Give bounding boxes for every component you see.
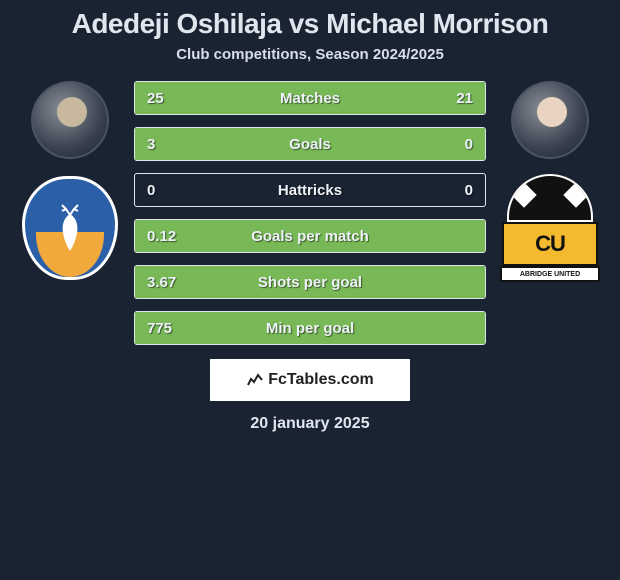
stat-value-left: 3.67 — [147, 274, 176, 291]
stat-label: Shots per goal — [258, 274, 362, 291]
stat-label: Hattricks — [278, 182, 342, 199]
stat-bar: 3 Goals 0 — [134, 127, 486, 161]
stat-bar: 3.67 Shots per goal — [134, 265, 486, 299]
stat-bar: 0.12 Goals per match — [134, 219, 486, 253]
stat-value-right: 0 — [465, 136, 473, 153]
infographic-container: Adedeji Oshilaja vs Michael Morrison Clu… — [0, 0, 620, 580]
page-title: Adedeji Oshilaja vs Michael Morrison — [72, 8, 549, 40]
stat-value-left: 3 — [147, 136, 155, 153]
stat-bar: 775 Min per goal — [134, 311, 486, 345]
stat-label: Goals per match — [251, 228, 369, 245]
stat-label: Min per goal — [266, 320, 354, 337]
ball-icon — [507, 174, 593, 222]
club-badge-left — [20, 173, 120, 283]
club-badge-right: CU ABRIDGE UNITED — [500, 173, 600, 283]
stag-icon — [48, 203, 92, 253]
left-column — [18, 81, 122, 283]
date-line: 20 january 2025 — [250, 415, 369, 433]
attribution-badge: FcTables.com — [210, 359, 410, 401]
stat-bar: 25 Matches 21 — [134, 81, 486, 115]
club-ribbon-right: ABRIDGE UNITED — [500, 266, 600, 282]
stat-value-left: 775 — [147, 320, 172, 337]
stat-label: Goals — [289, 136, 331, 153]
club-initials-right: CU — [502, 222, 598, 266]
stat-value-left: 0 — [147, 182, 155, 199]
stats-column: 25 Matches 21 3 Goals 0 0 Hattricks 0 0.12 Goals p… — [134, 81, 486, 345]
player-photo-left — [31, 81, 109, 159]
subtitle: Club competitions, Season 2024/2025 — [176, 46, 444, 63]
stat-value-right: 0 — [465, 182, 473, 199]
right-column: CU ABRIDGE UNITED — [498, 81, 602, 283]
stat-value-right: 21 — [456, 90, 473, 107]
stat-value-left: 25 — [147, 90, 164, 107]
stat-label: Matches — [280, 90, 340, 107]
fctables-logo-icon — [246, 371, 264, 389]
player-photo-right — [511, 81, 589, 159]
stat-bar: 0 Hattricks 0 — [134, 173, 486, 207]
stat-value-left: 0.12 — [147, 228, 176, 245]
main-row: 25 Matches 21 3 Goals 0 0 Hattricks 0 0.12 Goals p… — [0, 81, 620, 345]
attribution-text: FcTables.com — [268, 371, 374, 389]
